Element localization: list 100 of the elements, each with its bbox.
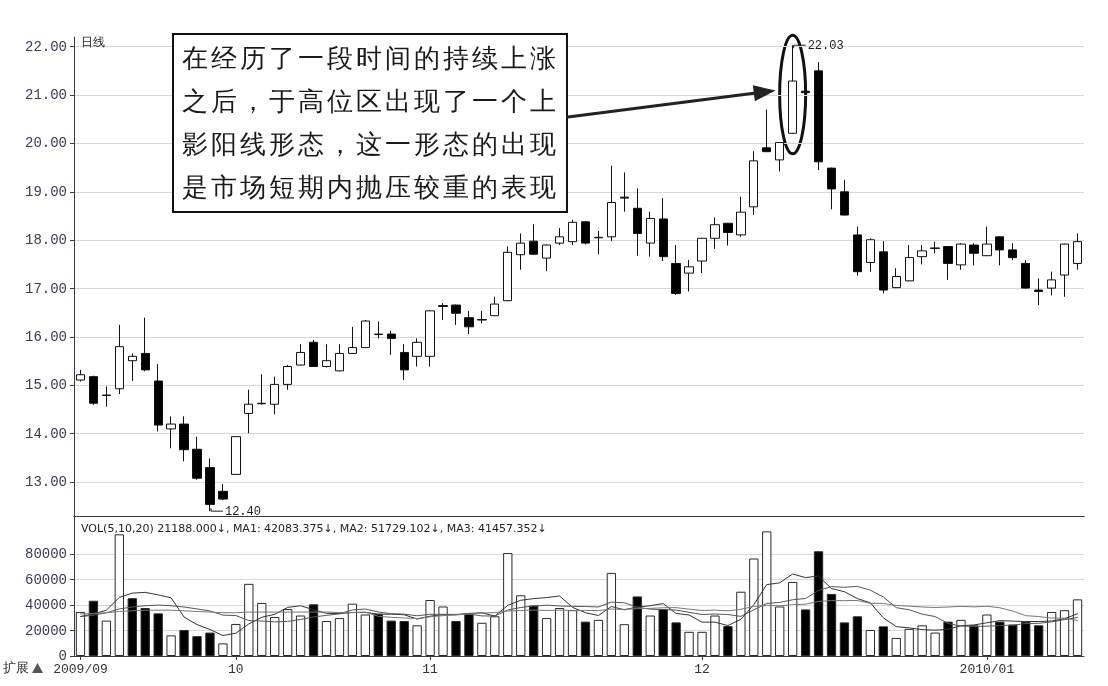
- bar: [619, 624, 629, 656]
- candlestick: [788, 44, 797, 135]
- candlestick: [257, 373, 266, 406]
- candlestick: [451, 304, 461, 326]
- bar: [865, 630, 876, 656]
- candlestick: [348, 326, 357, 355]
- bar: [671, 622, 681, 656]
- y-tick-label: 17.00: [24, 280, 67, 297]
- chart-title: 日线: [81, 35, 105, 49]
- candlestick: [697, 237, 707, 274]
- candlestick: [568, 219, 577, 246]
- annotation: 12.40: [224, 505, 261, 520]
- bar: [101, 620, 112, 656]
- y-tick-label: 14.00: [24, 425, 67, 442]
- candlestick: [1034, 277, 1043, 306]
- bar: [891, 637, 901, 656]
- bar: [438, 606, 448, 656]
- candlestick: [218, 483, 228, 501]
- bar: [787, 581, 798, 656]
- candlestick: [775, 141, 784, 173]
- bar: [192, 636, 202, 656]
- bar: [852, 616, 863, 656]
- candlestick: [905, 244, 914, 282]
- candlestick: [555, 227, 564, 246]
- candlestick: [503, 246, 512, 302]
- candlestick: [814, 61, 823, 171]
- bar: [179, 630, 189, 656]
- candlestick: [969, 242, 979, 266]
- line-series: [79, 585, 1079, 627]
- candlestick: [296, 343, 305, 367]
- candlestick: [192, 436, 202, 481]
- candlestick: [892, 267, 901, 289]
- candlestick: [930, 241, 940, 254]
- bar: [658, 609, 668, 656]
- y-tick-label: 40000: [24, 597, 67, 614]
- candlestick: [710, 216, 720, 250]
- y-tick-label: 80000: [24, 546, 67, 563]
- bar: [412, 625, 422, 656]
- bar: [451, 621, 461, 656]
- bar: [321, 621, 332, 656]
- bar: [1034, 625, 1044, 656]
- bar: [580, 621, 591, 656]
- candlestick: [102, 385, 111, 408]
- y-tick-label: 13.00: [24, 474, 67, 491]
- candlestick: [1021, 259, 1030, 290]
- x-tick-label: 2010/01: [959, 662, 1015, 677]
- candlestick: [477, 310, 487, 324]
- candlestick: [516, 232, 525, 271]
- bar: [1008, 624, 1018, 656]
- candlestick: [581, 220, 590, 246]
- candlestick: [128, 352, 137, 382]
- candlestick: [283, 364, 292, 391]
- y-tick-label: 19.00: [24, 183, 67, 200]
- candlestick: [154, 363, 163, 432]
- candlestick: [438, 302, 448, 321]
- candlestick: [956, 242, 966, 271]
- candlestick: [1008, 242, 1017, 261]
- candlestick: [594, 230, 603, 255]
- candlestick: [866, 237, 875, 273]
- candlestick: [542, 244, 551, 272]
- y-tick-label: 22.00: [24, 38, 67, 55]
- candlestick: [322, 343, 331, 368]
- bar: [140, 608, 150, 656]
- bar: [775, 606, 785, 656]
- candlestick: [400, 343, 409, 381]
- candlestick: [231, 435, 241, 476]
- candlestick: [309, 339, 318, 368]
- bar: [800, 609, 811, 656]
- bar: [127, 598, 137, 656]
- candlestick: [490, 296, 499, 317]
- bar: [218, 643, 228, 656]
- candlestick: [425, 309, 435, 367]
- bar: [153, 613, 163, 656]
- candlestick: [879, 240, 888, 294]
- y-tick-label: 15.00: [24, 377, 67, 394]
- line-series: [79, 600, 1079, 621]
- candlestick: [166, 415, 176, 449]
- bar: [645, 615, 655, 656]
- candlestick: [995, 235, 1004, 266]
- candlestick: [76, 369, 85, 382]
- candlestick: [620, 171, 629, 213]
- candlestick: [179, 415, 189, 462]
- bar: [529, 605, 539, 656]
- candlestick: [244, 389, 253, 434]
- candlestick: [529, 223, 538, 256]
- bar: [464, 613, 474, 656]
- candlestick: [335, 343, 344, 372]
- candlestick: [684, 259, 694, 292]
- y-tick-label: 20.00: [24, 135, 67, 152]
- candlestick: [943, 245, 953, 281]
- annotation: 在经历了一段时间的持续上涨之后，于高位区出现了一个上影阳线形态，这一形态的出现是市场短期内抛压较重的表现: [172, 33, 568, 213]
- bar: [295, 615, 306, 656]
- bar: [166, 635, 176, 656]
- candlestick: [723, 222, 733, 247]
- y-tick-label: 0: [58, 648, 67, 664]
- bar: [477, 622, 487, 656]
- y-tick-label: 18.00: [24, 232, 67, 249]
- bar: [399, 621, 409, 656]
- bar: [684, 631, 694, 656]
- candlestick: [141, 317, 150, 372]
